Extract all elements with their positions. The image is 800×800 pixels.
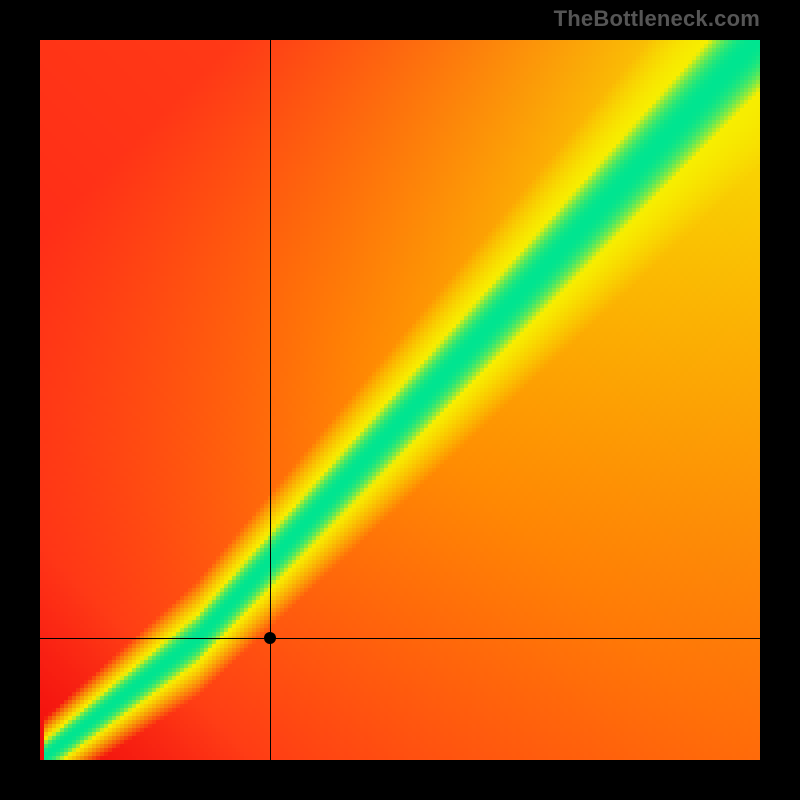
- bottleneck-heatmap: [40, 40, 760, 760]
- attribution-text: TheBottleneck.com: [554, 6, 760, 32]
- outer-frame: TheBottleneck.com: [0, 0, 800, 800]
- plot-area: [40, 40, 760, 760]
